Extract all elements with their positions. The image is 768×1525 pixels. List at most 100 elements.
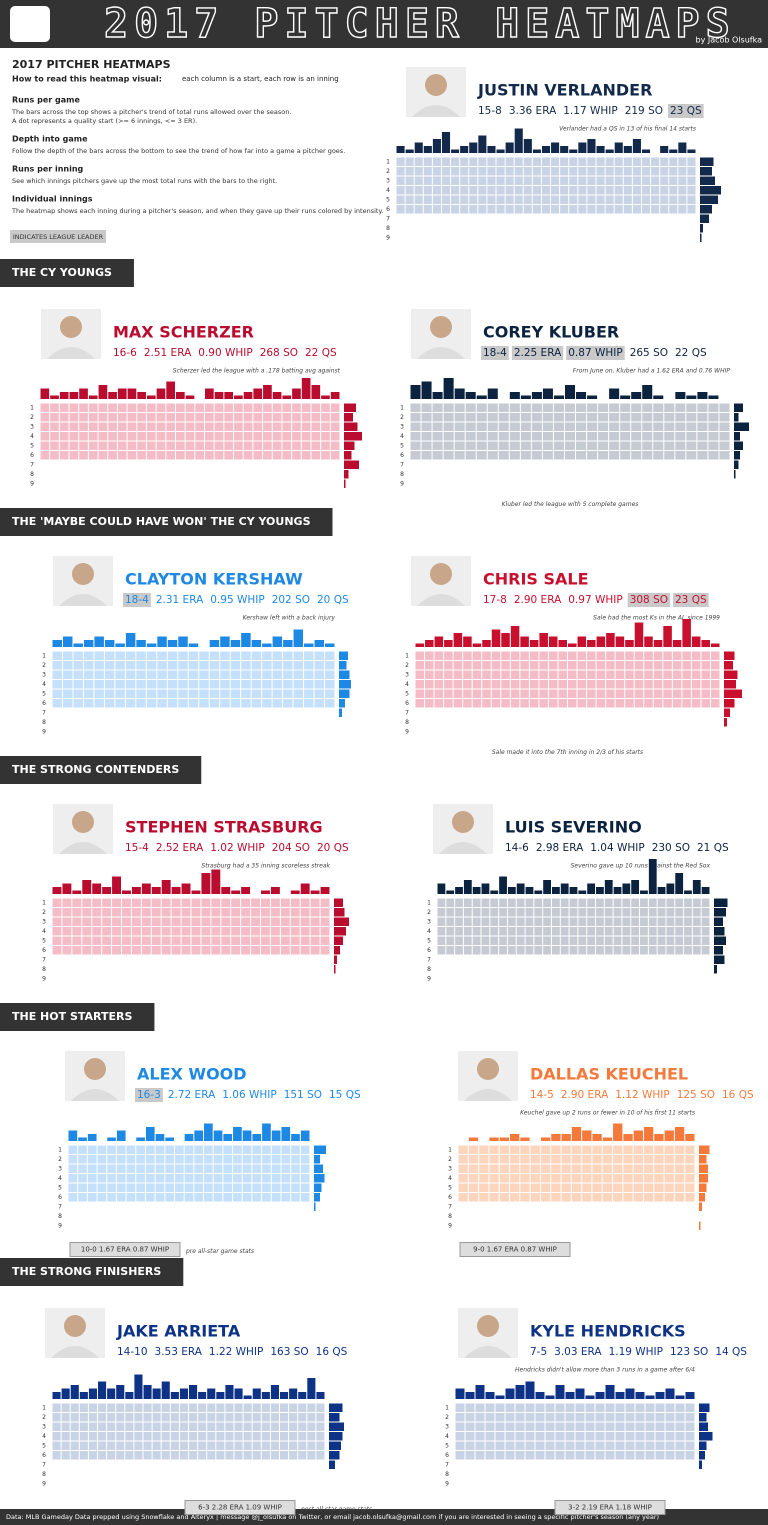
- heat-cell: [290, 908, 300, 917]
- heat-cell: [675, 441, 686, 450]
- runs-bar: [205, 388, 214, 399]
- heat-cell: [520, 441, 531, 450]
- heat-cell: [253, 432, 263, 441]
- heat-cell: [451, 167, 460, 176]
- heat-cell: [587, 176, 596, 185]
- heat-cell: [643, 1193, 654, 1202]
- heat-cell: [609, 432, 620, 441]
- heat-cell: [231, 898, 241, 907]
- heat-cell: [178, 670, 188, 679]
- inning-bar: [714, 965, 717, 974]
- inning-label: 7: [448, 1203, 452, 1210]
- heat-cell: [640, 936, 648, 945]
- heat-cell: [325, 661, 335, 670]
- bottom-note: Sale made it into the 7th inning in 2/3 …: [492, 749, 643, 756]
- heat-cell: [251, 670, 262, 679]
- heat-cell: [505, 1432, 515, 1441]
- heat-cell: [469, 195, 478, 204]
- heat-cell: [582, 1145, 592, 1154]
- heat-cell: [651, 186, 660, 195]
- heat-cell: [530, 1164, 540, 1173]
- stat: 1.19 WHIP: [609, 1346, 663, 1358]
- heat-cell: [560, 195, 569, 204]
- heat-cell: [641, 167, 651, 176]
- stat: 16-6: [113, 347, 137, 359]
- heat-cell: [558, 680, 567, 689]
- heat-cell: [320, 936, 330, 945]
- heat-cell: [415, 699, 425, 708]
- inning-label: 7: [427, 956, 431, 963]
- inning-label: 4: [405, 681, 409, 688]
- heat-cell: [708, 403, 719, 412]
- inning-label: 1: [427, 899, 431, 906]
- runs-bar: [516, 883, 525, 894]
- heat-cell: [178, 680, 188, 689]
- heat-cell: [446, 908, 455, 917]
- heat-cell: [606, 689, 615, 698]
- heat-cell: [304, 699, 314, 708]
- heat-cell: [454, 422, 465, 431]
- heat-cell: [301, 403, 311, 412]
- heat-cell: [631, 936, 640, 945]
- heat-cell: [482, 680, 491, 689]
- runs-bar: [465, 1392, 475, 1399]
- heat-cell: [310, 927, 320, 936]
- runs-bar: [576, 392, 587, 399]
- runs-bar: [61, 1388, 70, 1399]
- heat-cell: [178, 661, 188, 670]
- runs-bar: [175, 392, 185, 399]
- heat-cell: [499, 898, 507, 907]
- heat-cell: [272, 670, 283, 679]
- heat-cell: [199, 680, 209, 689]
- heat-cell: [561, 1145, 571, 1154]
- heat-cell: [655, 1422, 665, 1431]
- heat-cell: [165, 1164, 174, 1173]
- inning-label: 4: [445, 1433, 449, 1440]
- heat-cell: [516, 946, 525, 955]
- heat-cell: [52, 1441, 61, 1450]
- heat-cell: [582, 1155, 592, 1164]
- heat-cell: [551, 186, 560, 195]
- runs-bar: [213, 1130, 223, 1141]
- heat-cell: [489, 1183, 499, 1192]
- heat-cell: [415, 661, 425, 670]
- heat-cell: [79, 422, 88, 431]
- inning-label: 8: [448, 1213, 452, 1220]
- runs-bar: [469, 142, 478, 153]
- heat-cell: [88, 1403, 97, 1412]
- heat-cell: [82, 917, 92, 926]
- inning-label: 6: [427, 947, 431, 954]
- heat-cell: [396, 186, 405, 195]
- inning-label: 5: [42, 937, 46, 944]
- inning-bar: [314, 1202, 316, 1211]
- inning-label: 3: [400, 423, 404, 430]
- heat-cell: [223, 1183, 233, 1192]
- heat-cell: [50, 403, 59, 412]
- heat-cell: [701, 651, 710, 660]
- heat-cell: [104, 699, 115, 708]
- heat-cell: [171, 917, 181, 926]
- inning-bar: [714, 927, 725, 936]
- runs-bar: [687, 149, 696, 153]
- heat-cell: [571, 1155, 582, 1164]
- heat-cell: [165, 1145, 174, 1154]
- heat-cell: [116, 1422, 125, 1431]
- section-title: THE STRONG CONTENDERS: [12, 763, 179, 776]
- runs-bar: [510, 626, 520, 647]
- heat-cell: [540, 1164, 551, 1173]
- heat-cell: [686, 403, 697, 412]
- stats-box-text: 10-0 1.67 ERA 0.87 WHIP: [81, 1246, 169, 1254]
- heat-cell: [510, 689, 520, 698]
- heat-cell: [491, 661, 501, 670]
- heat-cell: [131, 927, 141, 936]
- heat-cell: [465, 1403, 475, 1412]
- heat-cell: [560, 176, 569, 185]
- heat-cell: [635, 1403, 645, 1412]
- heat-cell: [499, 1155, 510, 1164]
- heat-cell: [234, 1441, 243, 1450]
- heat-cell: [551, 176, 560, 185]
- heat-cell: [405, 167, 414, 176]
- runs-bar: [52, 640, 62, 647]
- heat-cell: [569, 195, 578, 204]
- heat-cell: [609, 451, 620, 460]
